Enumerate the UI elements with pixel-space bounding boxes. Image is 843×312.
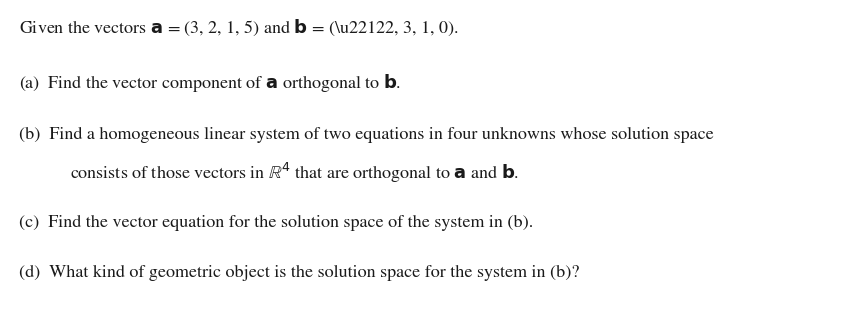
- Text: consists of those vectors in $\mathbb{R}^4$ that are orthogonal to $\bf{a}$ and : consists of those vectors in $\mathbb{R}…: [70, 161, 519, 185]
- Text: Given the vectors $\bf{a}$ = (3, 2, 1, 5) and $\bf{b}$ = (\u22122, 3, 1, 0).: Given the vectors $\bf{a}$ = (3, 2, 1, 5…: [19, 18, 458, 38]
- Text: (b)  Find a homogeneous linear system of two equations in four unknowns whose so: (b) Find a homogeneous linear system of …: [19, 127, 713, 143]
- Text: (a)  Find the vector component of $\bf{a}$ orthogonal to $\bf{b}$.: (a) Find the vector component of $\bf{a}…: [19, 72, 400, 94]
- Text: (c)  Find the vector equation for the solution space of the system in (b).: (c) Find the vector equation for the sol…: [19, 215, 533, 231]
- Text: (d)  What kind of geometric object is the solution space for the system in (b)?: (d) What kind of geometric object is the…: [19, 265, 579, 281]
